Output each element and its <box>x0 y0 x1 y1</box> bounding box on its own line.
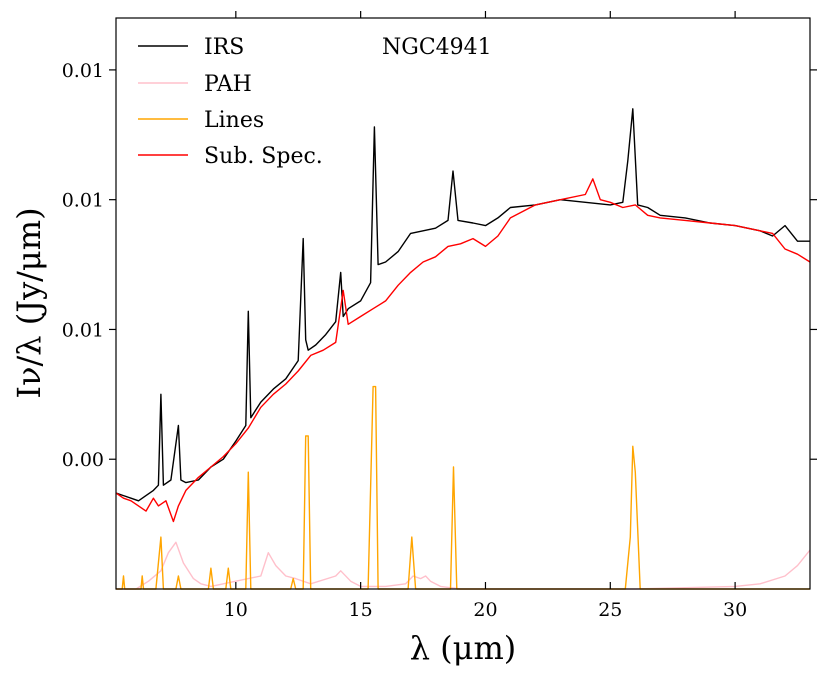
y-tick-label-3: 0.01 <box>62 60 104 82</box>
x-tick-label-10: 10 <box>224 599 248 621</box>
axis-ticks: 10 15 20 25 30 0.00 0.01 0.01 0.01 <box>62 11 817 621</box>
legend-label-sub-spec: Sub. Spec. <box>204 144 323 169</box>
series-irs <box>115 108 810 502</box>
legend-label-lines: Lines <box>204 108 264 133</box>
legend-label-irs: IRS <box>204 35 244 60</box>
legend-label-pah: PAH <box>204 72 252 97</box>
series-lines <box>116 385 810 590</box>
legend: IRS PAH Lines Sub. Spec. <box>138 35 323 169</box>
y-tick-label-1: 0.01 <box>62 319 104 341</box>
x-tick-label-20: 20 <box>473 599 497 621</box>
x-tick-label-15: 15 <box>349 599 373 621</box>
series-pah <box>116 541 811 590</box>
x-tick-label-25: 25 <box>598 599 622 621</box>
plot-area <box>115 108 811 590</box>
x-axis-label: λ (μm) <box>410 629 517 667</box>
chart-title: NGC4941 <box>382 35 492 60</box>
plot-frame <box>115 17 811 590</box>
y-tick-label-2: 0.01 <box>62 190 104 212</box>
y-tick-label-0: 0.00 <box>62 449 104 471</box>
x-tick-label-30: 30 <box>723 599 747 621</box>
y-axis-label: Iν/λ (Jy/μm) <box>10 207 48 398</box>
series-sub-spec <box>115 178 811 523</box>
